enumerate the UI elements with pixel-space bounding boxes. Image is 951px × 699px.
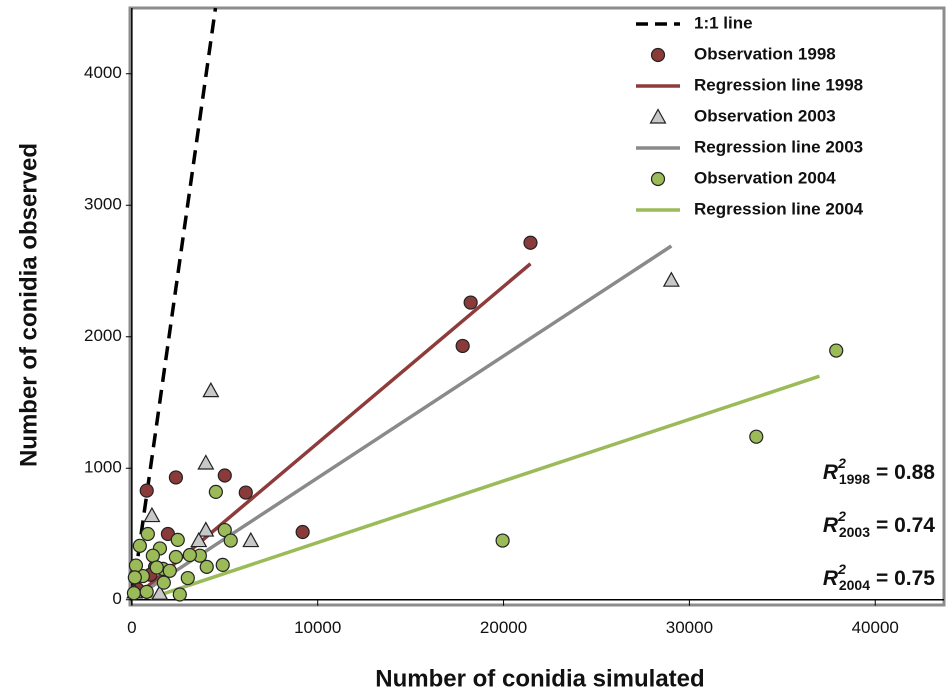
legend-label: Regression line 1998 bbox=[694, 75, 863, 94]
point bbox=[172, 587, 187, 602]
legend-label: Observation 1998 bbox=[694, 44, 836, 63]
point bbox=[139, 584, 154, 599]
r-sub: 1998 bbox=[839, 471, 870, 487]
point bbox=[238, 485, 253, 500]
y-tick-label: 1000 bbox=[84, 458, 122, 477]
point bbox=[215, 557, 230, 572]
x-tick-label: 20000 bbox=[480, 618, 527, 637]
point bbox=[295, 524, 310, 540]
point bbox=[145, 548, 160, 563]
point bbox=[495, 533, 510, 548]
line-series bbox=[140, 244, 673, 596]
plot-frame bbox=[128, 6, 946, 607]
point bbox=[180, 570, 195, 586]
legend-marker bbox=[650, 171, 666, 187]
point bbox=[128, 558, 144, 573]
point bbox=[523, 235, 538, 250]
r-squared: R2 2003 = 0.74 bbox=[823, 508, 935, 540]
y-axis-title: Number of conidia observed bbox=[15, 143, 42, 467]
r-symbol: R bbox=[823, 567, 839, 590]
x-tick-label: 40000 bbox=[852, 618, 899, 637]
legend-label: 1:1 line bbox=[694, 13, 753, 32]
r-sub: 2004 bbox=[839, 577, 870, 593]
x-axis-title: Number of conidia simulated bbox=[375, 665, 704, 692]
x-tick-label: 10000 bbox=[294, 618, 341, 637]
r-value: = 0.74 bbox=[876, 514, 935, 537]
r-sub: 2003 bbox=[839, 524, 870, 540]
y-tick-label: 2000 bbox=[84, 326, 122, 345]
point bbox=[139, 483, 154, 498]
legend-marker bbox=[649, 108, 667, 124]
r-squared: R2 1998 = 0.88 bbox=[823, 455, 935, 487]
point bbox=[197, 521, 215, 537]
line-series bbox=[130, 7, 218, 600]
y-tick-label: 3000 bbox=[84, 195, 122, 214]
point bbox=[168, 470, 184, 485]
point bbox=[749, 429, 764, 444]
point bbox=[162, 563, 177, 578]
point bbox=[156, 575, 171, 590]
legend-marker bbox=[650, 47, 666, 63]
y-tick-label: 4000 bbox=[84, 63, 122, 82]
point bbox=[242, 531, 260, 548]
point bbox=[217, 468, 232, 483]
point bbox=[190, 531, 208, 548]
point bbox=[132, 538, 147, 553]
legend-label: Observation 2003 bbox=[694, 106, 836, 125]
legend-label: Regression line 2003 bbox=[694, 137, 863, 156]
point bbox=[143, 506, 161, 523]
r-value: = 0.75 bbox=[876, 567, 935, 590]
point bbox=[151, 584, 169, 600]
point bbox=[149, 560, 164, 575]
r-sup: 2 bbox=[837, 561, 846, 577]
point bbox=[168, 549, 184, 565]
point bbox=[662, 271, 680, 287]
r-squared: R2 2004 = 0.75 bbox=[823, 561, 935, 593]
point bbox=[126, 586, 142, 601]
point bbox=[170, 532, 185, 548]
line-series bbox=[140, 262, 532, 594]
point bbox=[199, 559, 214, 574]
point bbox=[197, 454, 215, 470]
point bbox=[202, 381, 220, 398]
y-tick-label: 0 bbox=[112, 589, 121, 608]
point bbox=[140, 526, 155, 542]
x-tick-label: 0 bbox=[127, 618, 136, 637]
legend-label: Observation 2004 bbox=[694, 168, 836, 187]
r-sup: 2 bbox=[837, 455, 846, 471]
line-series bbox=[149, 374, 821, 600]
point bbox=[223, 533, 238, 548]
legend-label: Regression line 2004 bbox=[694, 199, 864, 218]
x-tick-label: 30000 bbox=[666, 618, 713, 637]
point bbox=[455, 338, 470, 354]
r-symbol: R bbox=[823, 514, 839, 537]
point bbox=[463, 295, 478, 310]
point bbox=[182, 547, 197, 563]
point bbox=[829, 343, 844, 358]
point bbox=[208, 484, 223, 500]
point bbox=[127, 570, 142, 585]
r-sup: 2 bbox=[837, 508, 846, 524]
r-value: = 0.88 bbox=[876, 461, 935, 484]
r-symbol: R bbox=[823, 461, 839, 484]
point bbox=[217, 522, 232, 538]
